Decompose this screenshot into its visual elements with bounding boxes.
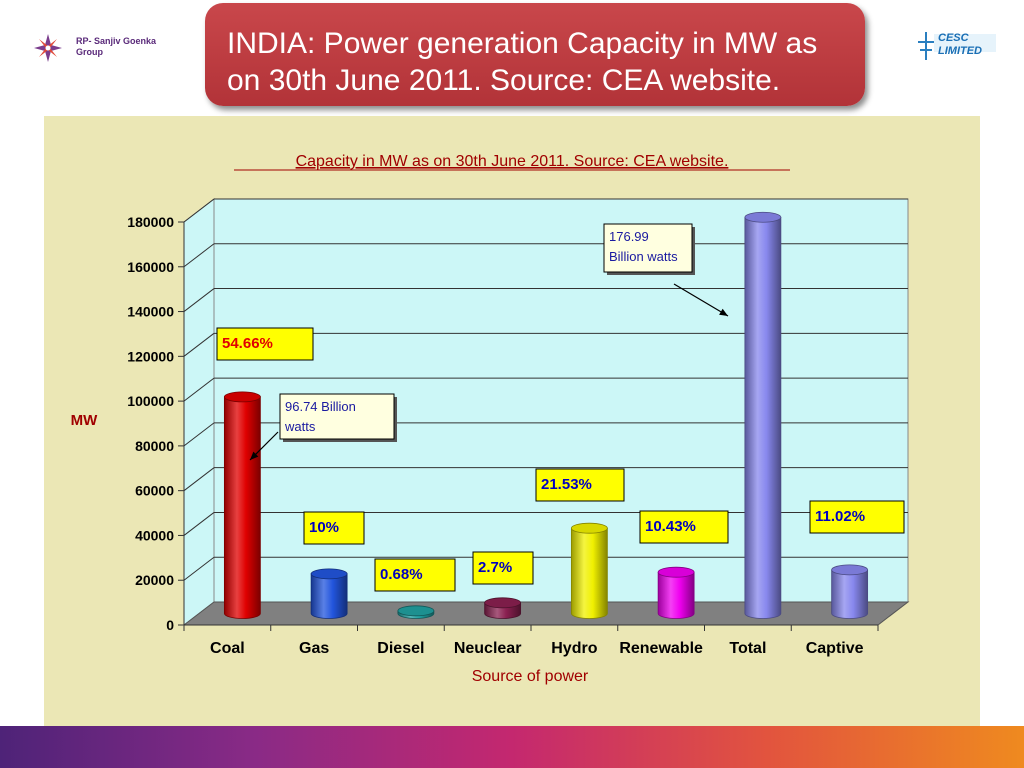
bar-coal [223,396,261,619]
data-label-box [374,558,456,592]
bar-renewable [657,571,695,619]
brand-text: RP- Sanjiv Goenka Group [76,36,157,57]
gridline-side [183,332,215,357]
annotation-arrow [673,283,729,317]
y-axis-title: MW [71,412,98,429]
rp-sanjiv-goenka-logo: RP- Sanjiv Goenka Group [30,28,180,68]
x-tick-label: Coal [210,640,245,657]
y-tick-label: 20000 [135,572,174,588]
x-tick-label: Captive [806,640,864,657]
plot-floor [182,601,910,626]
data-label-box [639,510,729,544]
chart-panel: Capacity in MW as on 30th June 2011. Sou… [44,116,980,726]
y-tick-label: 120000 [127,348,174,364]
data-label: 11.02% [815,508,865,525]
bar-top-hydro [570,522,608,534]
bar-top-total [744,211,782,223]
star-logo-icon [34,34,62,62]
gridline-side [183,377,215,402]
gridline-side [183,556,215,581]
gridline-side [183,198,215,223]
data-label: 21.53% [541,476,592,493]
annotation-text: 96.74 Billion [285,399,356,414]
x-tick-label: Diesel [377,640,424,657]
x-axis-title: Source of power [472,668,589,685]
chart-title: Capacity in MW as on 30th June 2011. Sou… [296,153,729,170]
gridline-side [183,243,215,268]
gridline-side [183,467,215,492]
page-title: INDIA: Power generation Capacity in MW a… [227,27,818,97]
footer-gradient-bar [0,726,1024,768]
y-tick-label: 40000 [135,527,174,543]
y-tick-label: 0 [166,617,174,633]
data-label-box [472,551,534,585]
y-tick-label: 180000 [127,214,174,230]
data-label: 0.68% [380,566,423,583]
data-label-box [535,468,625,502]
bar-top-gas [310,568,348,580]
y-tick-label: 160000 [127,259,174,275]
y-tick-label: 100000 [127,393,174,409]
data-label-box [809,500,905,534]
bar-top-diesel [397,605,435,617]
y-tick-label: 80000 [135,438,174,454]
bar-top-coal [223,391,261,403]
bar-gas [310,573,348,619]
x-tick-label: Neuclear [454,640,522,657]
data-label-box [303,511,365,545]
data-label-box [216,327,314,361]
gridline-side [183,422,215,447]
annotation-text: 176.99 [609,229,649,244]
x-tick-label: Total [729,640,766,657]
bar-hydro [570,527,608,619]
y-tick-label: 140000 [127,304,174,320]
bar-captive [831,569,869,619]
cesc-logo-text: CESC LIMITED [938,32,982,57]
annotation-box [603,223,693,273]
gridline-side [183,512,215,536]
gridline-side [183,288,215,312]
data-label: 54.66% [222,335,273,352]
x-tick-label: Gas [299,640,329,657]
data-label: 10% [309,519,339,536]
annotation-arrowhead [719,308,728,316]
x-tick-label: Hydro [551,640,597,657]
cesc-logo-icon [918,32,996,60]
bar-top-renewable [657,566,695,578]
bar-top-captive [831,564,869,576]
title-banner: INDIA: Power generation Capacity in MW a… [205,3,865,106]
y-tick-label: 60000 [135,483,174,499]
bar-chart: Capacity in MW as on 30th June 2011. Sou… [71,153,910,685]
data-label: 10.43% [645,518,696,535]
annotation-box [279,393,395,440]
annotation-arrowhead [250,451,259,460]
annotation-text: Billion watts [609,249,678,264]
annotation-text: watts [284,419,316,434]
data-label: 2.7% [478,559,512,576]
cesc-logo: CESC LIMITED [912,26,1002,66]
x-tick-label: Renewable [619,640,703,657]
bar-total [744,216,782,619]
bar-top-neuclear [484,597,522,609]
